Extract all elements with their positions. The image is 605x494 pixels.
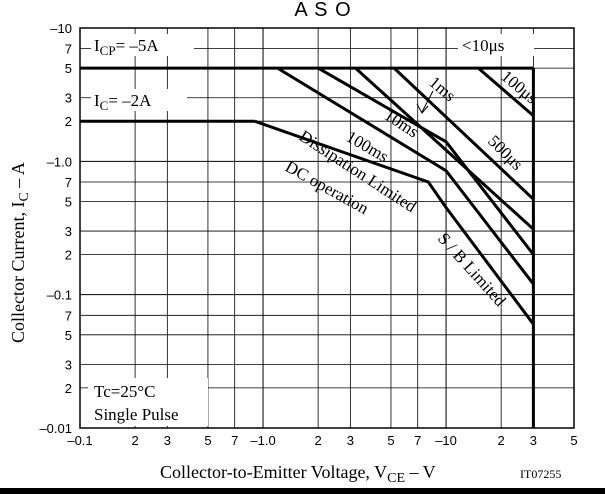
x-tick-label: 3 bbox=[164, 433, 171, 448]
y-tick-label: –0.01 bbox=[39, 421, 72, 436]
x-tick-label: –1.0 bbox=[250, 433, 275, 448]
icp-label: ICP= –5A bbox=[94, 36, 159, 58]
x-tick-label: 7 bbox=[414, 433, 421, 448]
y-tick-label: 7 bbox=[65, 308, 72, 323]
x-axis-label: Collector-to-Emitter Voltage, VCE – V bbox=[160, 462, 436, 486]
figure-code: IT07255 bbox=[520, 467, 561, 481]
y-tick-label: 7 bbox=[65, 42, 72, 57]
plot-frame bbox=[79, 27, 575, 429]
y-tick-label: 2 bbox=[65, 248, 72, 263]
soa-curves bbox=[80, 66, 535, 428]
conditions-bg bbox=[88, 378, 208, 426]
ic-label-bg bbox=[91, 89, 187, 111]
y-tick-label: 7 bbox=[65, 175, 72, 190]
x-tick-label: 5 bbox=[570, 433, 577, 448]
x-tick-label: 3 bbox=[347, 433, 354, 448]
y-tick-label: 5 bbox=[65, 328, 72, 343]
chart-title: A S O bbox=[294, 0, 351, 21]
y-tick-label: 2 bbox=[65, 381, 72, 396]
x-tick-label: 2 bbox=[315, 433, 322, 448]
x-tick-labels: –0.1 2 3 5 7 –1.0 2 3 5 7 –10 2 3 5 bbox=[67, 433, 577, 448]
1ms-arrow-line bbox=[421, 90, 434, 113]
icp-label-bg bbox=[91, 34, 194, 56]
x-tick-label: –0.1 bbox=[67, 433, 92, 448]
y-tick-label: 5 bbox=[65, 194, 72, 209]
single-pulse-label: Single Pulse bbox=[94, 405, 179, 424]
curve-1ms bbox=[354, 66, 535, 231]
bottom-rule bbox=[0, 488, 605, 494]
curve-500-s bbox=[393, 67, 535, 201]
curve-10ms bbox=[317, 66, 535, 256]
y-tick-labels: –0.01 2 3 5 7 –0.1 2 3 5 7 –1.0 2 3 5 7 –10 bbox=[39, 21, 72, 436]
x-tick-label: 2 bbox=[498, 433, 505, 448]
y-tick-label: –0.1 bbox=[47, 288, 72, 303]
x-tick-label: 7 bbox=[231, 433, 238, 448]
1ms-arrow-head bbox=[416, 103, 429, 114]
lt10us-label: <10μs bbox=[462, 36, 504, 55]
ic-label: IC= –2A bbox=[94, 91, 152, 113]
x-tick-label: 3 bbox=[530, 433, 537, 448]
lt10us-label-bg bbox=[458, 34, 534, 56]
x-tick-label: 5 bbox=[387, 433, 394, 448]
curve-100ms bbox=[276, 66, 535, 286]
curve-100-s bbox=[477, 66, 535, 117]
y-tick-label: 2 bbox=[65, 114, 72, 129]
y-tick-label: –1.0 bbox=[47, 154, 72, 169]
x-tick-label: –10 bbox=[435, 433, 457, 448]
x-tick-label: 5 bbox=[204, 433, 211, 448]
y-tick-label: 3 bbox=[65, 91, 72, 106]
y-tick-label: 3 bbox=[65, 224, 72, 239]
y-tick-label: 5 bbox=[65, 61, 72, 76]
curve-dc-operation bbox=[254, 119, 535, 326]
tc-label: Tc=25°C bbox=[94, 382, 155, 401]
y-tick-label: –10 bbox=[50, 21, 72, 36]
y-tick-label: 3 bbox=[65, 357, 72, 372]
x-tick-label: 2 bbox=[131, 433, 138, 448]
y-axis-label: Collector Current, IC – A bbox=[8, 162, 32, 343]
curve-label-500us: 500μs bbox=[484, 131, 527, 174]
